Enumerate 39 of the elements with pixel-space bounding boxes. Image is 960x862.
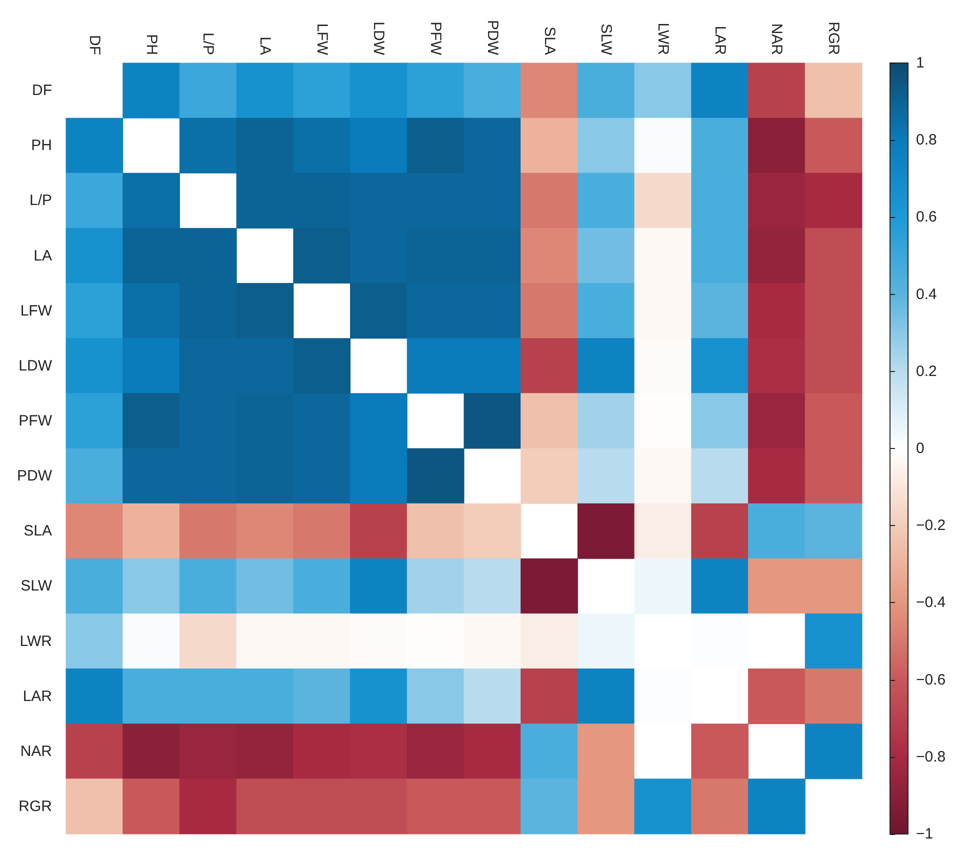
color-bar-label: −0.2 bbox=[916, 517, 946, 534]
color-bar-label: 0.6 bbox=[916, 208, 937, 226]
x-tick-label: L/P bbox=[200, 32, 217, 55]
y-tick-label: PH bbox=[31, 137, 52, 154]
color-bar-label: 0.4 bbox=[916, 286, 937, 303]
x-tick-label: LFW bbox=[313, 23, 330, 56]
y-tick-label: LAR bbox=[22, 688, 52, 705]
x-tick-label: RGR bbox=[825, 22, 842, 56]
color-bar-label: −0.6 bbox=[916, 671, 946, 688]
x-tick-label: SLW bbox=[598, 24, 615, 56]
x-tick-label: PDW bbox=[484, 20, 501, 56]
color-bar-label: 1 bbox=[916, 54, 924, 72]
y-tick-label: PDW bbox=[17, 468, 53, 485]
color-bar-label: 0.2 bbox=[916, 362, 937, 380]
color-bar-label: −0.8 bbox=[916, 748, 946, 766]
y-tick-label: PFW bbox=[18, 412, 53, 430]
y-tick-label: RGR bbox=[18, 798, 52, 815]
y-tick-label: SLW bbox=[20, 578, 53, 595]
x-tick-label: LDW bbox=[370, 22, 388, 56]
x-tick-label: PFW bbox=[427, 22, 444, 56]
y-tick-label: DF bbox=[32, 82, 52, 100]
y-tick-label: L/P bbox=[29, 192, 52, 210]
y-tick-label: LA bbox=[34, 247, 52, 264]
x-tick-label: PH bbox=[142, 34, 160, 55]
x-tick-label: SLA bbox=[540, 26, 558, 55]
x-tick-label: NAR bbox=[768, 23, 786, 56]
x-tick-label: LAR bbox=[711, 26, 728, 56]
y-tick-label: LFW bbox=[20, 302, 53, 320]
color-bar-label: −1 bbox=[916, 826, 934, 842]
y-tick-label: LWR bbox=[20, 632, 52, 650]
x-tick-label: LWR bbox=[654, 22, 672, 56]
x-tick-label: DF bbox=[86, 35, 103, 55]
y-tick-label: NAR bbox=[20, 742, 52, 760]
y-tick-label: LDW bbox=[18, 357, 53, 374]
x-tick-label: LA bbox=[256, 36, 274, 55]
y-tick-label: SLA bbox=[24, 522, 52, 540]
color-bar-label: −0.4 bbox=[916, 594, 946, 612]
color-bar-label: 0 bbox=[916, 440, 924, 457]
color-bar-label: 0.8 bbox=[916, 132, 937, 149]
